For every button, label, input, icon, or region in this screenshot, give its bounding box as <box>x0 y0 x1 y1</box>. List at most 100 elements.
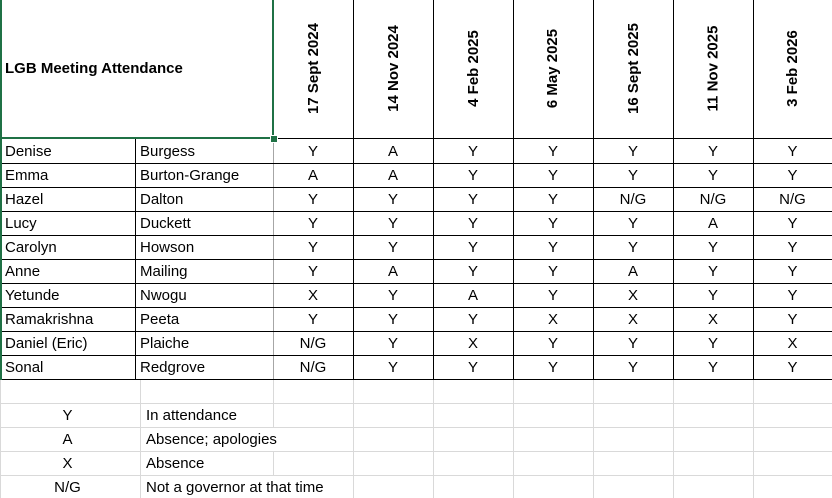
attendance-cell[interactable]: X <box>467 335 478 352</box>
title-cell[interactable]: LGB Meeting Attendance <box>5 60 183 77</box>
attendance-cell[interactable]: Y <box>707 335 718 352</box>
attendance-cell[interactable]: A <box>387 263 398 280</box>
attendance-cell[interactable]: N/G <box>699 191 727 208</box>
legend-key-cell[interactable]: A <box>62 431 73 448</box>
attendance-cell[interactable]: Y <box>387 287 398 304</box>
attendance-cell[interactable]: Y <box>707 143 718 160</box>
attendance-cell[interactable]: Y <box>547 287 558 304</box>
first-name-cell[interactable]: Daniel (Eric) <box>5 335 88 352</box>
attendance-cell[interactable]: Y <box>547 359 558 376</box>
attendance-cell[interactable]: Y <box>627 335 638 352</box>
date-header-cell[interactable]: 16 Sept 2025 <box>593 0 673 137</box>
attendance-cell[interactable]: Y <box>787 287 798 304</box>
attendance-cell[interactable]: Y <box>707 359 718 376</box>
attendance-cell[interactable]: A <box>467 287 478 304</box>
first-name-cell[interactable]: Ramakrishna <box>5 311 94 328</box>
attendance-cell[interactable]: Y <box>307 263 318 280</box>
attendance-cell[interactable]: Y <box>467 311 478 328</box>
last-name-cell[interactable]: Mailing <box>140 263 188 280</box>
attendance-cell[interactable]: Y <box>467 263 478 280</box>
attendance-cell[interactable]: Y <box>627 239 638 256</box>
first-name-cell[interactable]: Hazel <box>5 191 44 208</box>
attendance-cell[interactable]: Y <box>387 359 398 376</box>
attendance-cell[interactable]: Y <box>627 215 638 232</box>
attendance-cell[interactable]: Y <box>547 239 558 256</box>
attendance-cell[interactable]: Y <box>627 359 638 376</box>
attendance-cell[interactable]: N/G <box>619 191 647 208</box>
attendance-cell[interactable]: A <box>627 263 638 280</box>
attendance-cell[interactable]: Y <box>627 143 638 160</box>
attendance-cell[interactable]: X <box>627 311 638 328</box>
attendance-cell[interactable]: Y <box>307 239 318 256</box>
attendance-cell[interactable]: X <box>787 335 798 352</box>
attendance-cell[interactable]: Y <box>547 143 558 160</box>
attendance-cell[interactable]: X <box>707 311 718 328</box>
last-name-cell[interactable]: Redgrove <box>140 359 206 376</box>
first-name-cell[interactable]: Lucy <box>5 215 37 232</box>
date-header-cell[interactable]: 4 Feb 2025 <box>433 0 513 137</box>
attendance-cell[interactable]: Y <box>787 143 798 160</box>
attendance-cell[interactable]: Y <box>467 191 478 208</box>
attendance-cell[interactable]: Y <box>787 215 798 232</box>
first-name-cell[interactable]: Denise <box>5 143 52 160</box>
attendance-cell[interactable]: X <box>627 287 638 304</box>
attendance-cell[interactable]: Y <box>387 239 398 256</box>
legend-desc-cell[interactable]: Not a governor at that time <box>146 476 328 498</box>
date-header-cell[interactable]: 11 Nov 2025 <box>673 0 753 137</box>
attendance-cell[interactable]: A <box>707 215 718 232</box>
attendance-cell[interactable]: A <box>307 167 318 184</box>
attendance-cell[interactable]: N/G <box>299 335 327 352</box>
last-name-cell[interactable]: Peeta <box>140 311 180 328</box>
attendance-cell[interactable]: Y <box>387 335 398 352</box>
attendance-cell[interactable]: Y <box>787 239 798 256</box>
attendance-cell[interactable]: A <box>387 143 398 160</box>
legend-desc-cell[interactable]: Absence; apologies <box>146 428 281 451</box>
attendance-cell[interactable]: Y <box>547 167 558 184</box>
first-name-cell[interactable]: Anne <box>5 263 41 280</box>
selection-fill-handle[interactable] <box>270 135 278 143</box>
attendance-cell[interactable]: Y <box>467 359 478 376</box>
attendance-cell[interactable]: X <box>307 287 318 304</box>
date-header-cell[interactable]: 17 Sept 2024 <box>273 0 353 137</box>
last-name-cell[interactable]: Burgess <box>140 143 196 160</box>
attendance-cell[interactable]: Y <box>547 215 558 232</box>
first-name-cell[interactable]: Yetunde <box>5 287 60 304</box>
attendance-cell[interactable]: N/G <box>299 359 327 376</box>
date-header-cell[interactable]: 14 Nov 2024 <box>353 0 433 137</box>
attendance-cell[interactable]: Y <box>307 215 318 232</box>
last-name-cell[interactable]: Burton-Grange <box>140 167 240 184</box>
attendance-cell[interactable]: Y <box>787 263 798 280</box>
legend-key-cell[interactable]: N/G <box>54 479 81 496</box>
first-name-cell[interactable]: Carolyn <box>5 239 57 256</box>
attendance-cell[interactable]: Y <box>547 335 558 352</box>
date-header-cell[interactable]: 3 Feb 2026 <box>753 0 832 137</box>
attendance-cell[interactable]: Y <box>467 239 478 256</box>
attendance-cell[interactable]: Y <box>467 167 478 184</box>
legend-desc-cell[interactable]: In attendance <box>146 404 241 427</box>
first-name-cell[interactable]: Emma <box>5 167 49 184</box>
attendance-cell[interactable]: Y <box>787 359 798 376</box>
attendance-cell[interactable]: Y <box>387 215 398 232</box>
attendance-cell[interactable]: Y <box>707 239 718 256</box>
attendance-cell[interactable]: Y <box>307 311 318 328</box>
legend-key-cell[interactable]: Y <box>62 407 73 424</box>
attendance-cell[interactable]: Y <box>467 215 478 232</box>
attendance-cell[interactable]: Y <box>787 167 798 184</box>
attendance-cell[interactable]: Y <box>307 143 318 160</box>
last-name-cell[interactable]: Plaiche <box>140 335 190 352</box>
attendance-cell[interactable]: N/G <box>779 191 806 208</box>
attendance-cell[interactable]: Y <box>627 167 638 184</box>
last-name-cell[interactable]: Duckett <box>140 215 191 232</box>
date-header-cell[interactable]: 6 May 2025 <box>513 0 593 137</box>
attendance-cell[interactable]: Y <box>387 191 398 208</box>
legend-key-cell[interactable]: X <box>62 455 73 472</box>
attendance-cell[interactable]: Y <box>707 263 718 280</box>
attendance-cell[interactable]: Y <box>707 167 718 184</box>
last-name-cell[interactable]: Nwogu <box>140 287 187 304</box>
attendance-cell[interactable]: X <box>547 311 558 328</box>
last-name-cell[interactable]: Dalton <box>140 191 184 208</box>
attendance-cell[interactable]: A <box>387 167 398 184</box>
legend-desc-cell[interactable]: Absence <box>146 452 209 475</box>
attendance-cell[interactable]: Y <box>547 191 558 208</box>
attendance-cell[interactable]: Y <box>387 311 398 328</box>
